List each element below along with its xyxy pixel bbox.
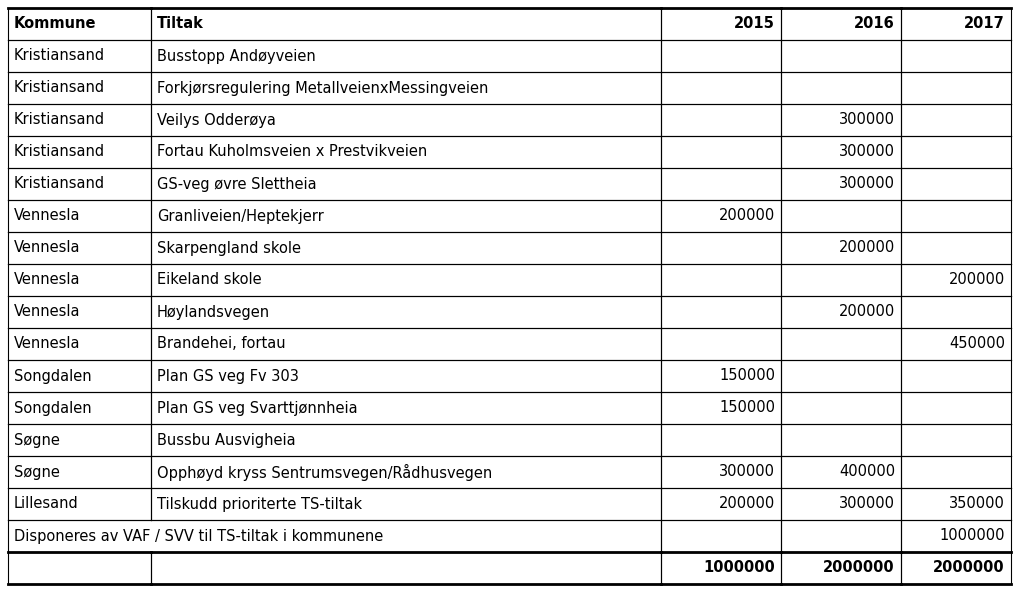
Text: 400000: 400000 xyxy=(839,465,895,479)
Text: 350000: 350000 xyxy=(949,496,1005,512)
Text: Vennesla: Vennesla xyxy=(14,272,81,287)
Text: 2015: 2015 xyxy=(734,16,775,32)
Text: 300000: 300000 xyxy=(839,177,895,191)
Text: Granliveien/Heptekjerr: Granliveien/Heptekjerr xyxy=(157,208,324,224)
Text: Opphøyd kryss Sentrumsvegen/Rådhusvegen: Opphøyd kryss Sentrumsvegen/Rådhusvegen xyxy=(157,463,493,481)
Text: Bussbu Ausvigheia: Bussbu Ausvigheia xyxy=(157,432,296,448)
Text: Kristiansand: Kristiansand xyxy=(14,49,105,63)
Text: Kristiansand: Kristiansand xyxy=(14,80,105,96)
Text: Eikeland skole: Eikeland skole xyxy=(157,272,261,287)
Text: Busstopp Andøyveien: Busstopp Andøyveien xyxy=(157,49,315,63)
Text: GS-veg øvre Slettheia: GS-veg øvre Slettheia xyxy=(157,177,316,191)
Text: Plan GS veg Fv 303: Plan GS veg Fv 303 xyxy=(157,368,299,384)
Text: Forkjørsregulering MetallveienxMessingveien: Forkjørsregulering MetallveienxMessingve… xyxy=(157,80,488,96)
Text: Veilys Odderøya: Veilys Odderøya xyxy=(157,113,275,127)
Text: Brandehei, fortau: Brandehei, fortau xyxy=(157,337,286,351)
Text: Kristiansand: Kristiansand xyxy=(14,113,105,127)
Text: 1000000: 1000000 xyxy=(703,560,775,576)
Text: 300000: 300000 xyxy=(839,113,895,127)
Text: 2000000: 2000000 xyxy=(823,560,895,576)
Text: 1000000: 1000000 xyxy=(939,529,1005,543)
Text: Vennesla: Vennesla xyxy=(14,304,81,320)
Text: Søgne: Søgne xyxy=(14,465,59,479)
Text: 2016: 2016 xyxy=(854,16,895,32)
Text: 150000: 150000 xyxy=(719,368,775,384)
Text: Tilskudd prioriterte TS-tiltak: Tilskudd prioriterte TS-tiltak xyxy=(157,496,362,512)
Text: 150000: 150000 xyxy=(719,401,775,415)
Text: Tiltak: Tiltak xyxy=(157,16,204,32)
Text: 200000: 200000 xyxy=(719,496,775,512)
Text: Kommune: Kommune xyxy=(14,16,96,32)
Text: Disponeres av VAF / SVV til TS-tiltak i kommunene: Disponeres av VAF / SVV til TS-tiltak i … xyxy=(14,529,383,543)
Text: Lillesand: Lillesand xyxy=(14,496,79,512)
Text: Kristiansand: Kristiansand xyxy=(14,144,105,160)
Text: Kristiansand: Kristiansand xyxy=(14,177,105,191)
Text: 300000: 300000 xyxy=(719,465,775,479)
Text: 2017: 2017 xyxy=(965,16,1005,32)
Text: 200000: 200000 xyxy=(839,241,895,256)
Text: Songdalen: Songdalen xyxy=(14,368,91,384)
Text: 200000: 200000 xyxy=(839,304,895,320)
Text: Høylandsvegen: Høylandsvegen xyxy=(157,304,270,320)
Text: 300000: 300000 xyxy=(839,496,895,512)
Text: Plan GS veg Svarttjønnheia: Plan GS veg Svarttjønnheia xyxy=(157,401,357,415)
Text: 2000000: 2000000 xyxy=(933,560,1005,576)
Text: 300000: 300000 xyxy=(839,144,895,160)
Text: Songdalen: Songdalen xyxy=(14,401,91,415)
Text: 450000: 450000 xyxy=(949,337,1005,351)
Text: Vennesla: Vennesla xyxy=(14,208,81,224)
Text: Vennesla: Vennesla xyxy=(14,241,81,256)
Text: 200000: 200000 xyxy=(719,208,775,224)
Text: 200000: 200000 xyxy=(949,272,1005,287)
Text: Skarpengland skole: Skarpengland skole xyxy=(157,241,301,256)
Text: Fortau Kuholmsveien x Prestvikveien: Fortau Kuholmsveien x Prestvikveien xyxy=(157,144,427,160)
Text: Vennesla: Vennesla xyxy=(14,337,81,351)
Text: Søgne: Søgne xyxy=(14,432,59,448)
